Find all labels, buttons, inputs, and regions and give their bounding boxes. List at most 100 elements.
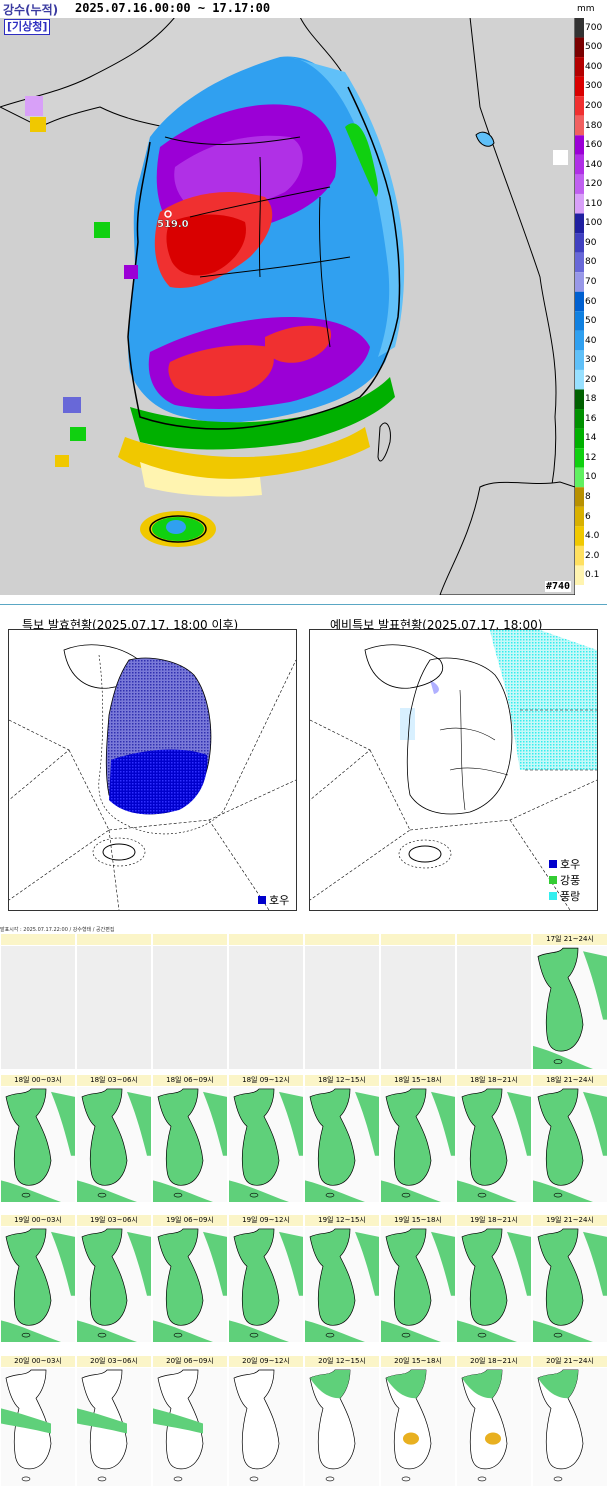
legend-swatch (575, 467, 584, 488)
preliminary-warning-title: 예비특보 발표현황(2025.07.17. 18:00) (330, 618, 543, 632)
legend-label: 100 (585, 218, 603, 229)
section-divider (0, 604, 607, 605)
legend-label: 500 (585, 42, 603, 53)
legend-label: 18 (585, 394, 597, 405)
legend-label: 4.0 (585, 531, 600, 542)
legend-label: 8 (585, 492, 591, 503)
legend-swatch (575, 96, 584, 116)
legend-label: 6 (585, 511, 591, 522)
forecast-cell-label (381, 934, 455, 945)
legend-label: 10 (585, 472, 597, 483)
forecast-cell-label: 18일 21~24시 (533, 1075, 607, 1086)
forecast-cell-label: 20일 15~18시 (381, 1356, 455, 1367)
legend-swatch (575, 545, 584, 566)
precipitation-map: 519.0 (0, 17, 575, 595)
forecast-cell-map (153, 1227, 227, 1342)
forecast-cell-label: 19일 12~15시 (305, 1215, 379, 1226)
forecast-cell-label: 18일 00~03시 (1, 1075, 75, 1086)
legend-item: 호우 (549, 856, 580, 872)
forecast-cell-label: 18일 09~12시 (229, 1075, 303, 1086)
legend-swatch (575, 448, 584, 468)
forecast-cell-map (533, 1227, 607, 1342)
precip-title: 강수(누적) (3, 3, 59, 17)
forecast-cell-map (381, 1087, 455, 1202)
forecast-cell-label: 19일 03~06시 (77, 1215, 151, 1226)
legend-swatch (575, 174, 584, 194)
forecast-cell-map (457, 1368, 531, 1486)
legend-swatch (575, 350, 584, 370)
legend-swatch (575, 409, 584, 429)
forecast-cell-map (229, 1087, 303, 1202)
legend-label: 50 (585, 316, 597, 327)
legend-text: 호우 (269, 894, 290, 907)
legend-swatch (575, 76, 584, 97)
legend-label: 300 (585, 81, 603, 92)
legend-label: 160 (585, 140, 603, 151)
forecast-cell-map (153, 1368, 227, 1486)
legend-swatch (575, 252, 584, 273)
forecast-cell-label (305, 934, 379, 945)
legend-swatch (575, 193, 584, 214)
forecast-cell-label: 20일 00~03시 (1, 1356, 75, 1367)
forecast-cell-map (305, 946, 379, 1069)
legend-unit: mm (577, 4, 595, 14)
legend-label: 40 (585, 335, 597, 346)
station-id: #740 (545, 581, 572, 592)
legend-swatch (575, 291, 584, 312)
forecast-cell-label: 18일 15~18시 (381, 1075, 455, 1086)
forecast-cell-label: 19일 15~18시 (381, 1215, 455, 1226)
forecast-cell-label: 19일 18~21시 (457, 1215, 531, 1226)
forecast-cell-label: 19일 06~09시 (153, 1215, 227, 1226)
legend-label: 70 (585, 276, 597, 287)
legend-text: 강풍 (560, 874, 581, 887)
forecast-cell-label: 18일 12~15시 (305, 1075, 379, 1086)
legend-label: 180 (585, 120, 603, 131)
forecast-cell-label: 20일 06~09시 (153, 1356, 227, 1367)
color-legend (575, 18, 584, 585)
legend-swatch (575, 369, 584, 390)
legend-label: 60 (585, 296, 597, 307)
precip-header (0, 0, 575, 18)
forecast-cell-map (77, 946, 151, 1069)
legend-label: 700 (585, 22, 603, 33)
legend-label: 110 (585, 198, 603, 209)
forecast-cell-map (1, 1368, 75, 1486)
forecast-cell-map (153, 946, 227, 1069)
forecast-cell-map (533, 1368, 607, 1486)
max-rainfall-label: 519.0 (157, 219, 189, 230)
legend-swatch (549, 860, 557, 868)
legend-swatch (575, 18, 584, 38)
legend-label: 80 (585, 257, 597, 268)
forecast-cell-map (381, 946, 455, 1069)
forecast-cell-map (533, 946, 607, 1069)
forecast-cell-label (77, 934, 151, 945)
forecast-cell-map (381, 1368, 455, 1486)
legend-swatch (575, 233, 584, 253)
forecast-cell-label: 19일 09~12시 (229, 1215, 303, 1226)
forecast-cell-label: 19일 00~03시 (1, 1215, 75, 1226)
legend-swatch (575, 428, 584, 449)
forecast-cell-label: 19일 21~24시 (533, 1215, 607, 1226)
forecast-cell-map (77, 1227, 151, 1342)
forecast-cell-label: 20일 09~12시 (229, 1356, 303, 1367)
legend-swatch (575, 526, 584, 546)
legend-swatch (549, 876, 557, 884)
legend-swatch (575, 37, 584, 58)
legend-swatch (258, 896, 266, 904)
forecast-cell-label: 20일 12~15시 (305, 1356, 379, 1367)
forecast-cell-label (1, 934, 75, 945)
legend-label: 140 (585, 159, 603, 170)
warning-effective-map (8, 629, 297, 911)
forecast-cell-map (77, 1368, 151, 1486)
legend-label: 30 (585, 355, 597, 366)
legend-item: 풍랑 (549, 888, 580, 904)
forecast-cell-map (229, 946, 303, 1069)
forecast-cell-label: 18일 06~09시 (153, 1075, 227, 1086)
forecast-cell-map (1, 1227, 75, 1342)
legend-label: 20 (585, 374, 597, 385)
forecast-cell-label: 20일 18~21시 (457, 1356, 531, 1367)
forecast-cell-label (457, 934, 531, 945)
legend-swatch (575, 272, 584, 292)
legend-label: 90 (585, 237, 597, 248)
forecast-cell-label: 20일 21~24시 (533, 1356, 607, 1367)
